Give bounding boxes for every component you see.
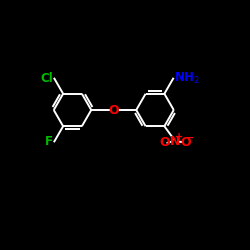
Text: N: N (170, 135, 180, 148)
Text: F: F (45, 135, 53, 148)
Text: O: O (180, 136, 191, 148)
Text: O: O (159, 136, 170, 149)
Text: NH$_2$: NH$_2$ (174, 71, 200, 86)
Text: Cl: Cl (40, 72, 53, 85)
Text: +: + (175, 132, 183, 142)
Text: −: − (186, 133, 194, 143)
Text: O: O (108, 104, 119, 117)
